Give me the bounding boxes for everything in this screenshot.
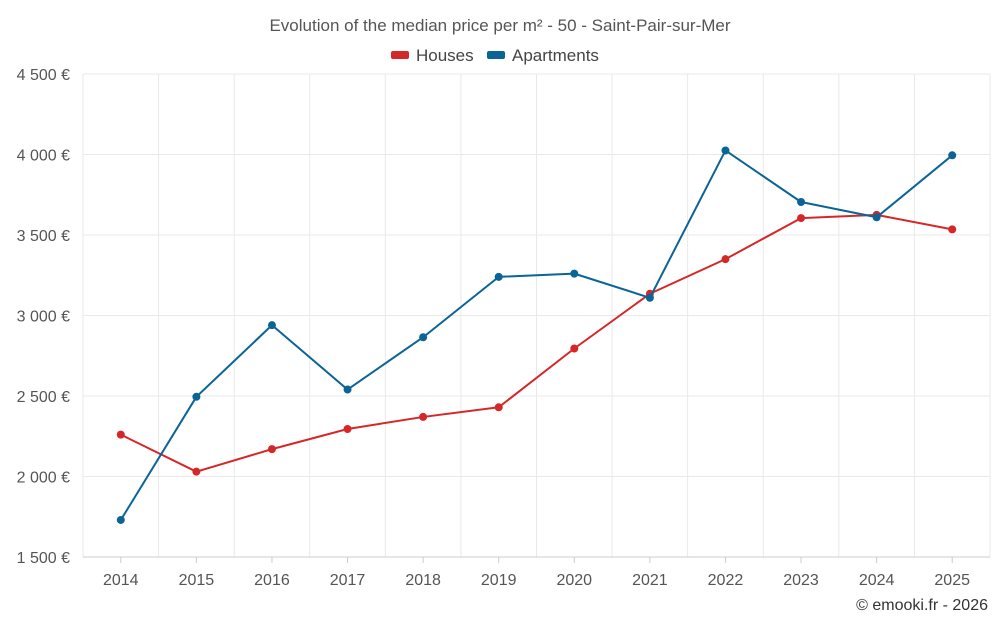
x-tick-label: 2022 xyxy=(708,572,744,589)
data-point-houses[interactable] xyxy=(948,225,957,234)
y-tick-label: 4 500 € xyxy=(17,67,70,84)
legend-swatch-apartments xyxy=(487,51,505,59)
legend-label-apartments: Apartments xyxy=(512,46,599,65)
series-line-houses xyxy=(120,213,953,473)
data-point-houses[interactable] xyxy=(494,403,503,412)
data-point-apartments[interactable] xyxy=(116,515,125,524)
y-tick-label: 2 500 € xyxy=(17,389,70,406)
x-tick-label: 2023 xyxy=(783,572,819,589)
x-axis-ticks: 2014 2015 2016 2017 2018 2019 2020 2021 2022 2023… xyxy=(103,557,970,589)
y-tick-label: 3 000 € xyxy=(17,309,70,326)
credit-text: © emooki.fr - 2026 xyxy=(856,597,988,614)
grid xyxy=(82,73,991,558)
legend-item-houses[interactable]: Houses xyxy=(391,46,474,65)
chart-title: Evolution of the median price per m² - 5… xyxy=(269,16,730,35)
x-tick-label: 2018 xyxy=(405,572,441,589)
legend-label-houses: Houses xyxy=(416,46,474,65)
y-tick-label: 1 500 € xyxy=(17,550,70,567)
data-point-houses[interactable] xyxy=(116,430,125,439)
x-tick-label: 2021 xyxy=(632,572,668,589)
data-point-houses[interactable] xyxy=(267,445,276,454)
legend: Houses Apartments xyxy=(391,46,599,65)
data-point-houses[interactable] xyxy=(797,214,806,223)
data-point-apartments[interactable] xyxy=(419,333,428,342)
data-point-apartments[interactable] xyxy=(797,197,806,206)
series xyxy=(116,146,957,524)
x-tick-label: 2017 xyxy=(330,572,366,589)
data-point-apartments[interactable] xyxy=(872,213,881,222)
data-point-apartments[interactable] xyxy=(494,272,503,281)
data-point-apartments[interactable] xyxy=(948,151,957,160)
data-point-apartments[interactable] xyxy=(721,146,730,155)
series-line-apartments xyxy=(119,149,953,521)
x-tick-label: 2025 xyxy=(934,572,970,589)
legend-item-apartments[interactable]: Apartments xyxy=(487,46,599,65)
data-point-apartments[interactable] xyxy=(645,293,654,302)
x-tick-label: 2024 xyxy=(859,572,895,589)
data-point-apartments[interactable] xyxy=(267,321,276,330)
y-tick-label: 2 000 € xyxy=(17,470,70,487)
y-tick-label: 3 500 € xyxy=(17,228,70,245)
x-tick-label: 2014 xyxy=(103,572,139,589)
data-point-houses[interactable] xyxy=(419,412,428,421)
data-point-houses[interactable] xyxy=(192,467,201,476)
data-point-houses[interactable] xyxy=(570,344,579,353)
x-tick-label: 2016 xyxy=(254,572,290,589)
x-tick-label: 2015 xyxy=(179,572,215,589)
x-tick-label: 2020 xyxy=(556,572,592,589)
legend-swatch-houses xyxy=(391,51,409,59)
data-point-apartments[interactable] xyxy=(343,385,352,394)
data-point-apartments[interactable] xyxy=(570,269,579,278)
x-tick-label: 2019 xyxy=(481,572,517,589)
data-point-houses[interactable] xyxy=(343,425,352,434)
y-axis-ticks: 1 500 € 2 000 € 2 500 € 3 000 € 3 500 € 4 000… xyxy=(17,67,70,567)
data-point-houses[interactable] xyxy=(721,255,730,264)
y-tick-label: 4 000 € xyxy=(17,148,70,165)
data-point-apartments[interactable] xyxy=(192,392,201,401)
